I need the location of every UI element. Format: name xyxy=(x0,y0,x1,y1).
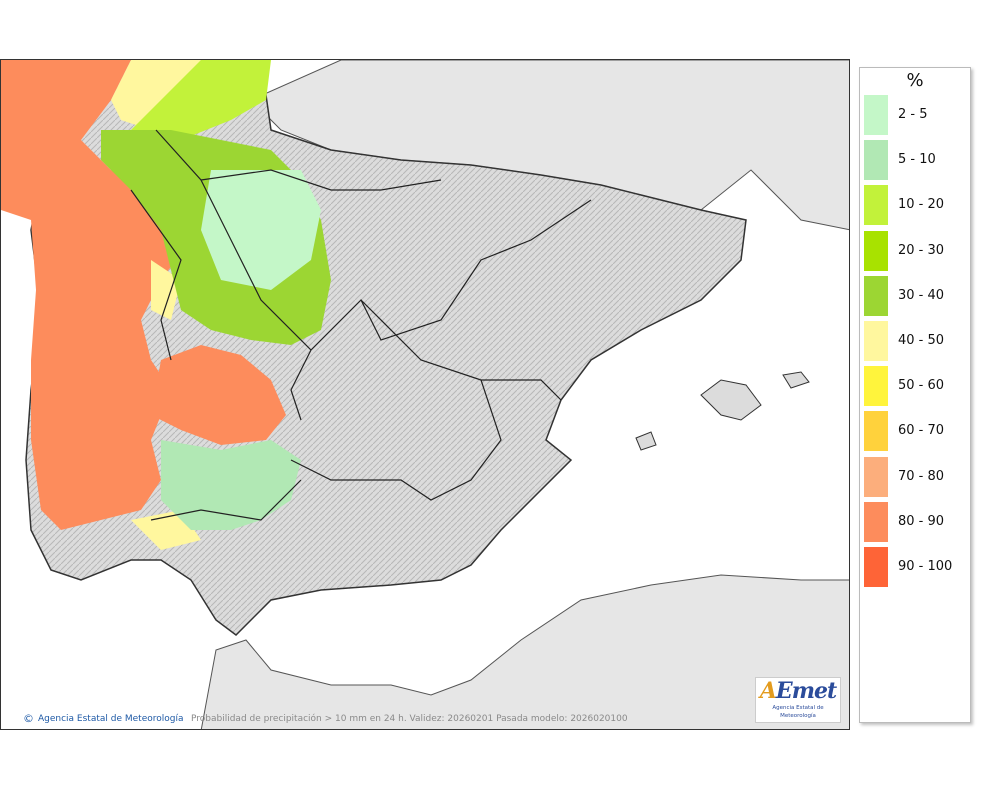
low-prob-south xyxy=(161,440,301,530)
region-borders xyxy=(130,129,592,521)
legend-swatch xyxy=(864,411,888,452)
legend-label: 70 - 80 xyxy=(898,468,945,484)
legend-item: 70 - 80 xyxy=(864,456,968,497)
credit-text: Agencia Estatal de Meteorología xyxy=(38,713,184,724)
copyright-icon: © xyxy=(23,712,34,725)
legend-swatch xyxy=(864,140,888,181)
legend-label: 60 - 70 xyxy=(898,423,945,439)
legend-item: 5 - 10 xyxy=(864,140,968,181)
credit-line: © Agencia Estatal de Meteorología xyxy=(23,713,184,724)
legend-label: 50 - 60 xyxy=(898,378,945,394)
legend-label: 2 - 5 xyxy=(898,107,928,122)
legend-swatch xyxy=(864,547,888,587)
legend-item: 80 - 90 xyxy=(864,501,968,542)
africa-land xyxy=(200,574,849,729)
legend-title: % xyxy=(906,70,924,91)
legend-swatch xyxy=(864,321,888,361)
legend-item: 90 - 100 xyxy=(864,547,968,587)
ibiza xyxy=(635,431,657,451)
legend-item: 2 - 5 xyxy=(864,95,968,135)
high-prob-extremadura xyxy=(151,345,286,445)
legend-label: 5 - 10 xyxy=(898,152,936,168)
legend-label: 40 - 50 xyxy=(898,333,945,348)
legend-item: 20 - 30 xyxy=(864,230,968,271)
low-prob-north xyxy=(131,60,271,150)
legend-swatch xyxy=(864,230,888,271)
legend-item: 50 - 60 xyxy=(864,366,968,407)
legend-swatch xyxy=(864,185,888,226)
legend-item: 10 - 20 xyxy=(864,185,968,226)
legend-item: 40 - 50 xyxy=(864,321,968,361)
high-prob-west xyxy=(1,60,191,530)
precipitation-map xyxy=(1,60,849,729)
mid-prob-band xyxy=(111,60,201,550)
menorca xyxy=(782,371,810,389)
legend-item: 30 - 40 xyxy=(864,275,968,316)
legend-swatch xyxy=(864,275,888,316)
logo-wordmark: AEmet xyxy=(759,678,837,704)
legend-swatch xyxy=(864,456,888,497)
map-caption: Probabilidad de precipitación > 10 mm en… xyxy=(191,714,628,724)
legend-swatch xyxy=(864,95,888,135)
very-low-prob-center xyxy=(201,170,321,290)
legend-panel: % 2 - 5 5 - 10 10 - 20 20 - 30 30 - 40 40 - 5… xyxy=(859,67,971,723)
legend-label: 30 - 40 xyxy=(898,287,945,303)
legend-swatch xyxy=(864,366,888,407)
legend-label: 90 - 100 xyxy=(898,559,953,574)
legend-label: 80 - 90 xyxy=(898,513,945,529)
legend-swatch xyxy=(864,501,888,542)
legend-item: 60 - 70 xyxy=(864,411,968,452)
legend-label: 20 - 30 xyxy=(898,242,945,258)
legend-label: 10 - 20 xyxy=(898,197,945,213)
aemet-logo: AEmet Agencia Estatal de Meteorología xyxy=(755,677,841,723)
mallorca xyxy=(700,379,762,421)
logo-subtitle: Agencia Estatal de Meteorología xyxy=(772,705,824,719)
map-panel: © Agencia Estatal de Meteorología Probab… xyxy=(0,59,850,730)
